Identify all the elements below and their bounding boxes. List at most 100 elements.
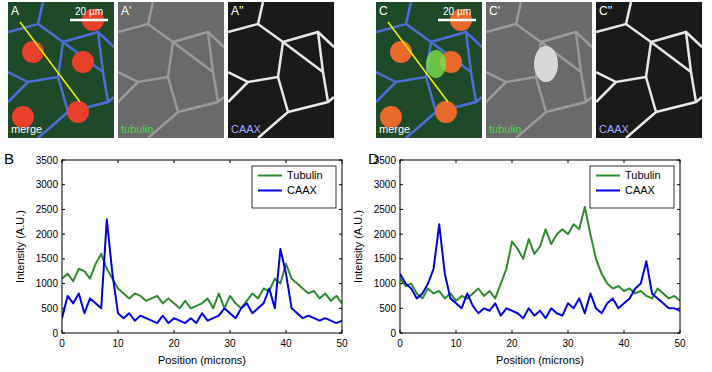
- panel-label: C: [379, 4, 388, 18]
- cell-border: [318, 32, 328, 102]
- axis-label: Intensity (A.U.): [352, 210, 364, 283]
- nucleus: [435, 101, 457, 123]
- tick-label: 2500: [36, 204, 59, 215]
- micrograph: C' tubulin: [486, 2, 592, 138]
- image: [596, 2, 702, 138]
- cell-border: [173, 42, 213, 72]
- image-background: [228, 2, 334, 138]
- cell-border: [118, 24, 173, 82]
- cell-border: [208, 32, 218, 102]
- cell-border: [38, 77, 68, 138]
- image: [228, 2, 334, 138]
- scale-label: 20 μm: [75, 6, 103, 17]
- tick-label: 50: [674, 338, 686, 349]
- legend-label: Tubulin: [287, 169, 323, 181]
- plot-area: [400, 207, 680, 318]
- legend-swatch: [596, 175, 620, 177]
- cell-border: [376, 82, 396, 102]
- chart: D050010001500200025003000350001020304050…: [352, 150, 686, 366]
- cell-border: [596, 82, 616, 102]
- cell-border: [626, 77, 656, 138]
- cell-border: [486, 82, 506, 102]
- tick-label: 3000: [36, 179, 59, 190]
- spindle: [426, 50, 446, 78]
- cell-border: [173, 32, 224, 47]
- cell-border: [651, 32, 702, 47]
- micrograph: A''CAAX: [228, 2, 334, 138]
- cell-border: [8, 82, 28, 102]
- panel-label: B: [4, 150, 14, 167]
- cell-border: [431, 32, 482, 47]
- tick-label: 10: [112, 338, 124, 349]
- cell-border: [406, 77, 436, 138]
- cell-border: [466, 32, 476, 102]
- tick-label: 50: [336, 338, 348, 349]
- cell-border: [63, 32, 114, 47]
- profile-line: [388, 22, 448, 102]
- scale-label: 20 μm: [443, 6, 471, 17]
- channel-label: merge: [379, 123, 410, 135]
- tick-label: 1500: [374, 253, 397, 264]
- cell-border: [38, 2, 43, 24]
- micrograph: C''CAAX: [596, 2, 702, 138]
- tick-label: 10: [450, 338, 462, 349]
- tick-label: 0: [59, 338, 65, 349]
- cell-border: [576, 32, 586, 102]
- image-background: [376, 2, 482, 138]
- image-background: [8, 2, 114, 138]
- tick-label: 2000: [36, 229, 59, 240]
- nucleus: [67, 101, 89, 123]
- tick-label: 30: [224, 338, 236, 349]
- image-background: [118, 2, 224, 138]
- legend-swatch: [258, 175, 282, 177]
- tick-label: 0: [390, 328, 396, 339]
- axes-frame: [62, 160, 342, 333]
- micrograph: Amerge 20 μm: [8, 2, 114, 138]
- image-background: [596, 2, 702, 138]
- legend-label: CAAX: [287, 184, 318, 196]
- scale-bar: [438, 19, 476, 22]
- axis-label: Intensity (A.U.): [14, 210, 26, 283]
- panel-label: C': [489, 4, 500, 18]
- cell-border: [516, 2, 521, 24]
- nucleus: [390, 41, 412, 63]
- channel-label: tubulin: [121, 123, 153, 135]
- legend-label: Tubulin: [625, 169, 661, 181]
- plot-area: [62, 219, 342, 323]
- image: [118, 2, 224, 138]
- series-line: [400, 224, 680, 318]
- tick-label: 2000: [374, 229, 397, 240]
- cell-border: [626, 2, 631, 24]
- image: [376, 2, 482, 138]
- image: [486, 2, 592, 138]
- cell-border: [651, 42, 691, 72]
- legend-box: [590, 166, 674, 208]
- channel-label: tubulin: [489, 123, 521, 135]
- spindle: [534, 46, 558, 82]
- channel-label: merge: [11, 123, 42, 135]
- axes-frame: [400, 160, 680, 333]
- legend: Tubulin CAAX: [252, 166, 336, 208]
- image: [8, 2, 114, 138]
- legend-label: CAAX: [625, 184, 656, 196]
- series-line: [62, 219, 342, 323]
- cell-border: [486, 24, 541, 82]
- cell-border: [8, 24, 63, 82]
- legend-box: [252, 166, 336, 208]
- tick-label: 1000: [374, 278, 397, 289]
- panel-label: A: [11, 4, 19, 18]
- image-background: [486, 2, 592, 138]
- tick-label: 3500: [36, 155, 59, 166]
- tick-label: 0: [52, 328, 58, 339]
- tick-label: 1000: [36, 278, 59, 289]
- nucleus: [72, 51, 94, 73]
- tick-label: 3000: [374, 179, 397, 190]
- tick-label: 500: [41, 303, 58, 314]
- tick-label: 3500: [374, 155, 397, 166]
- axis-label: Position (microns): [158, 354, 246, 366]
- cell-border: [228, 82, 248, 102]
- cell-border: [98, 32, 108, 102]
- tick-label: 20: [506, 338, 518, 349]
- scale-bar: [70, 19, 108, 22]
- tick-label: 20: [168, 338, 180, 349]
